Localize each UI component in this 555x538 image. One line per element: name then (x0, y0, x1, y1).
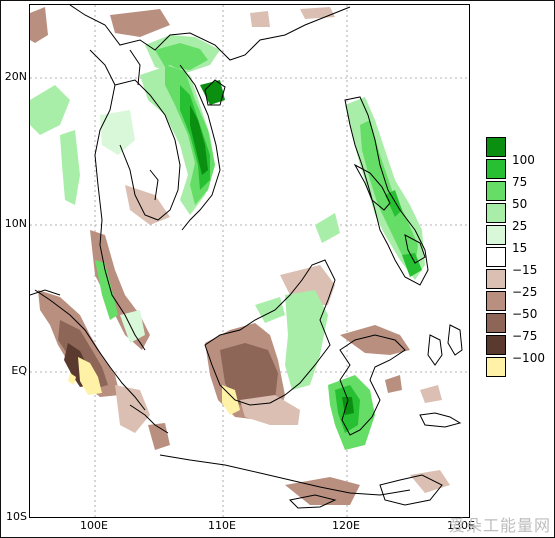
anomaly-map (30, 5, 469, 517)
lon-label-100e: 100E (80, 519, 108, 532)
legend-label-m100: −100 (512, 351, 545, 365)
legend-label-100: 100 (512, 153, 535, 167)
legend-swatch-50 (486, 181, 506, 201)
coastlines (30, 5, 463, 509)
legend-swatch-m15 (486, 269, 506, 289)
legend-label-m15: −15 (512, 263, 538, 277)
watermark: 爱朵工能量网 (448, 516, 551, 535)
legend-swatch-100 (486, 137, 506, 157)
legend-label-25: 25 (512, 219, 528, 233)
lat-label-eq: EQ (11, 364, 27, 377)
legend-swatch-25 (486, 203, 506, 223)
legend-swatch-75 (486, 159, 506, 179)
map-panel (29, 4, 470, 518)
lon-label-110e: 110E (208, 519, 236, 532)
legend-label-m75: −75 (512, 329, 538, 343)
legend-swatch-15 (486, 225, 506, 245)
legend-swatch-m100 (486, 357, 506, 377)
positive-anomaly-shading (30, 35, 425, 450)
lon-label-130e: 130E (447, 519, 475, 532)
legend-label-m25: −25 (512, 285, 538, 299)
legend-swatch-m25 (486, 291, 506, 311)
legend-label-75: 75 (512, 175, 528, 189)
negative-anomaly-shading (30, 7, 450, 505)
legend-label-m50: −50 (512, 307, 538, 321)
lon-label-120e: 120E (332, 519, 360, 532)
legend-swatch-m50 (486, 313, 506, 333)
legend-label-50: 50 (512, 197, 528, 211)
legend-label-15: 15 (512, 241, 528, 255)
legend-swatch-m75 (486, 335, 506, 355)
lat-label-10s: 10S (6, 510, 27, 523)
lat-label-10n: 10N (4, 217, 27, 230)
lat-label-20n: 20N (4, 70, 27, 83)
legend-swatch-zero (486, 247, 506, 267)
